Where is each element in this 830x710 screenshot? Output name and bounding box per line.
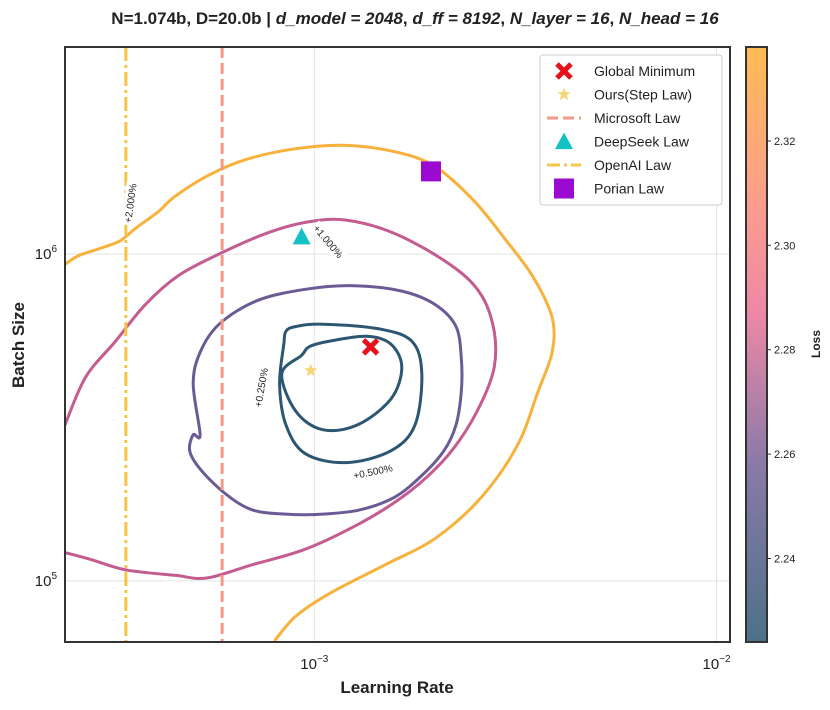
x-tick-base: 10 (703, 656, 720, 673)
contour-label-group-3: +2.000% (120, 180, 140, 226)
x-tick-exponent: −2 (719, 654, 731, 665)
title-dff: d_ff = 8192 (412, 9, 501, 28)
x-tick-exponent: −3 (317, 654, 329, 665)
colorbar-gradient (745, 46, 768, 643)
x-tick-base: 10 (300, 656, 317, 673)
title-sep-1: , (403, 9, 412, 28)
colorbar-label: Loss (809, 330, 823, 358)
title-plain: N=1.074b, D=20.0b | (111, 9, 275, 28)
legend-marker-1 (557, 87, 571, 101)
colorbar-tick-label-4: 2.32 (774, 136, 795, 148)
title-sep-3: , (610, 9, 619, 28)
y-axis-label: Batch Size (9, 302, 28, 388)
law-lines (124, 47, 224, 642)
y-tick-label-0: 105 (35, 571, 58, 590)
porian-law-marker (420, 161, 441, 182)
legend-label-5: Porian Law (594, 181, 665, 197)
x-tick-label-1: 10−2 (703, 654, 732, 673)
legend-marker-5 (554, 178, 574, 199)
contour-label-bg-2 (309, 220, 348, 262)
legend-label-3: DeepSeek Law (594, 134, 690, 150)
contour-label-3: +2.000% (123, 183, 139, 224)
legend-marker-0 (555, 62, 573, 80)
legend-label-1: Ours(Step Law) (594, 87, 692, 103)
colorbar-tick-label-0: 2.24 (774, 553, 795, 565)
y-tick-exponent: 6 (51, 244, 57, 255)
contour-line-1 (278, 322, 424, 465)
contour-label-bg-3 (120, 180, 139, 226)
colorbar-tick-label-3: 2.30 (774, 240, 795, 252)
legend-label-4: OpenAI Law (594, 157, 672, 173)
legend-label-0: Global Minimum (594, 63, 695, 79)
legend-marker-3 (555, 132, 573, 150)
contour-line-2 (187, 284, 464, 517)
y-tick-label-1: 106 (35, 244, 58, 263)
title-nlayer: N_layer = 16 (510, 9, 610, 28)
plot-frame (64, 46, 731, 643)
colorbar-tick-label-1: 2.26 (774, 449, 795, 461)
y-tick-base: 10 (35, 573, 52, 590)
law-markers (292, 161, 441, 377)
deepseek-law-marker (292, 227, 311, 245)
step-law-marker (304, 363, 318, 377)
chart-title: N=1.074b, D=20.0b | d_model = 2048, d_ff… (111, 9, 719, 28)
contour-line-0 (280, 334, 404, 433)
contour-line-4 (65, 143, 556, 642)
x-tick-label-0: 10−3 (300, 654, 329, 673)
legend-marker-0-stroke-2 (555, 62, 573, 80)
legend-box (539, 54, 723, 206)
contour-label-bg-1 (350, 460, 396, 482)
y-tick-exponent: 5 (51, 571, 57, 582)
title-sep-2: , (500, 9, 509, 28)
contour-line-3 (65, 217, 498, 581)
global-minimum-marker (361, 338, 380, 356)
title-dmodel: d_model = 2048 (276, 9, 404, 28)
colorbar: Loss 2.24 2.26 2.28 2.30 2.32 (745, 46, 823, 643)
contour-label-bg-0 (250, 364, 271, 411)
x-axis-label: Learning Rate (340, 678, 453, 697)
x-ticks: 10−3 10−2 (300, 654, 731, 673)
global-minimum-marker-stroke-2 (361, 338, 380, 356)
legend-label-2: Microsoft Law (594, 110, 681, 126)
y-tick-base: 10 (35, 246, 52, 263)
title-nhead: N_head = 16 (619, 9, 719, 28)
legend: Global Minimum Ours(Step Law) Microsoft La… (539, 54, 723, 206)
colorbar-tick-label-2: 2.28 (774, 345, 795, 357)
contour-lines (65, 143, 556, 642)
